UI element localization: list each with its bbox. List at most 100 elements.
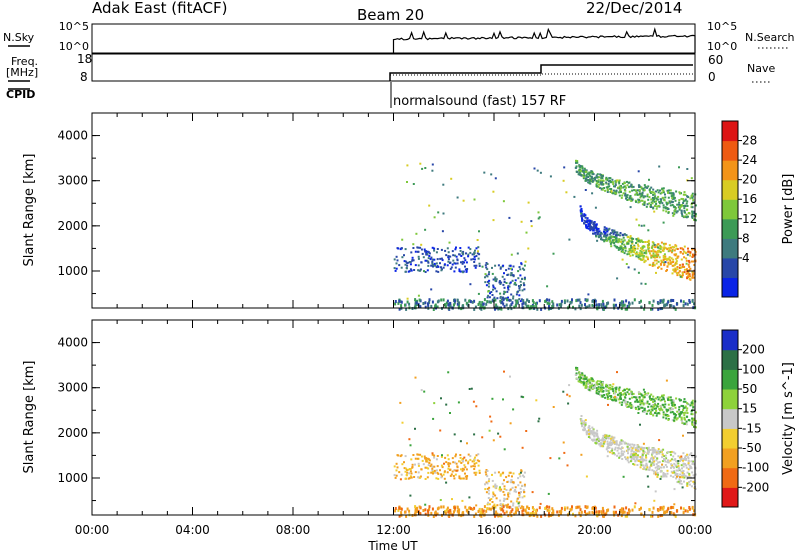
- data-cell: [585, 380, 588, 383]
- data-cell: [620, 447, 623, 450]
- data-cell: [618, 182, 621, 185]
- data-cell: [534, 509, 537, 513]
- data-cell: [655, 207, 658, 210]
- data-cell: [408, 468, 411, 470]
- data-cell: [432, 263, 435, 266]
- data-cell: [649, 397, 652, 400]
- data-cell: [683, 265, 686, 268]
- data-cell: [487, 497, 490, 499]
- data-cell: [684, 509, 687, 513]
- velocity-feature-2: [394, 505, 697, 518]
- data-cell: [592, 226, 595, 229]
- data-cell: [633, 458, 635, 461]
- data-cell: [613, 441, 616, 444]
- data-cell: [517, 270, 520, 273]
- data-cell: [687, 272, 690, 275]
- data-cell: [607, 435, 610, 438]
- data-cell: [681, 271, 684, 274]
- data-cell: [495, 485, 498, 488]
- data-cell: [605, 236, 608, 239]
- data-cell: [594, 385, 597, 388]
- data-cell: [406, 264, 409, 267]
- data-cell: [429, 258, 432, 261]
- data-cell: [681, 215, 684, 217]
- data-cell: [615, 388, 618, 391]
- data-cell: [660, 246, 663, 249]
- data-cell: [560, 512, 562, 516]
- data-cell: [614, 398, 616, 401]
- data-cell: [631, 198, 634, 201]
- data-cell: [405, 514, 408, 518]
- data-cell: [502, 292, 505, 295]
- data-cell: [681, 411, 684, 414]
- data-cell: [609, 232, 612, 235]
- colorbar-swatch: [722, 277, 738, 298]
- data-cell: [579, 301, 582, 305]
- data-cell: [690, 410, 693, 413]
- data-cell: [681, 476, 684, 479]
- data-cell: [667, 418, 670, 421]
- data-cell: [641, 400, 644, 402]
- station-title: Adak East (fitACF): [92, 0, 227, 17]
- data-cell: [684, 456, 686, 459]
- data-cell: [399, 507, 402, 511]
- data-cell: [591, 171, 594, 174]
- data-cell: [651, 452, 654, 455]
- data-cell: [603, 187, 606, 189]
- data-cell: [655, 259, 658, 262]
- data-cell: [566, 299, 569, 303]
- data-cell: [519, 487, 522, 490]
- data-cell: [415, 301, 418, 305]
- data-cell: [406, 507, 409, 511]
- data-cell: [682, 411, 685, 414]
- data-cell: [460, 468, 462, 471]
- data-cell: [461, 251, 464, 254]
- data-cell: [525, 231, 528, 234]
- data-cell: [612, 189, 615, 192]
- data-cell: [613, 443, 616, 445]
- data-cell: [410, 269, 413, 272]
- data-cell: [592, 177, 595, 180]
- data-cell: [579, 307, 582, 311]
- data-cell: [507, 474, 510, 477]
- data-cell: [591, 379, 594, 382]
- data-cell: [461, 469, 464, 472]
- data-cell: [618, 456, 621, 459]
- data-cell: [694, 419, 697, 422]
- data-cell: [600, 175, 603, 178]
- data-cell: [610, 241, 613, 244]
- data-cell: [611, 399, 614, 402]
- data-cell: [494, 287, 497, 290]
- data-cell: [455, 255, 458, 258]
- data-cell: [411, 463, 414, 466]
- data-cell: [690, 452, 693, 455]
- data-cell: [489, 507, 492, 511]
- data-cell: [693, 509, 695, 513]
- data-cell: [456, 258, 459, 261]
- data-cell: [425, 259, 428, 262]
- data-cell: [678, 468, 681, 471]
- data-cell: [686, 205, 689, 207]
- data-cell: [433, 456, 436, 459]
- data-cell: [630, 238, 633, 241]
- colorbar-swatch: [722, 369, 738, 390]
- colorbar-swatch: [722, 121, 738, 142]
- data-cell: [568, 395, 571, 398]
- data-cell: [464, 298, 467, 302]
- data-cell: [397, 301, 400, 305]
- data-cell: [608, 236, 611, 239]
- data-cell: [635, 255, 638, 258]
- data-cell: [693, 302, 695, 306]
- data-cell: [494, 514, 496, 518]
- data-cell: [662, 259, 665, 261]
- velocity-ylabel: Slant Range [km]: [22, 361, 37, 474]
- data-cell: [601, 438, 604, 441]
- data-cell: [635, 242, 638, 244]
- data-cell: [646, 193, 649, 196]
- data-cell: [615, 192, 618, 195]
- data-cell: [596, 173, 599, 176]
- data-cell: [594, 225, 597, 228]
- data-cell: [679, 204, 682, 207]
- data-cell: [580, 215, 583, 218]
